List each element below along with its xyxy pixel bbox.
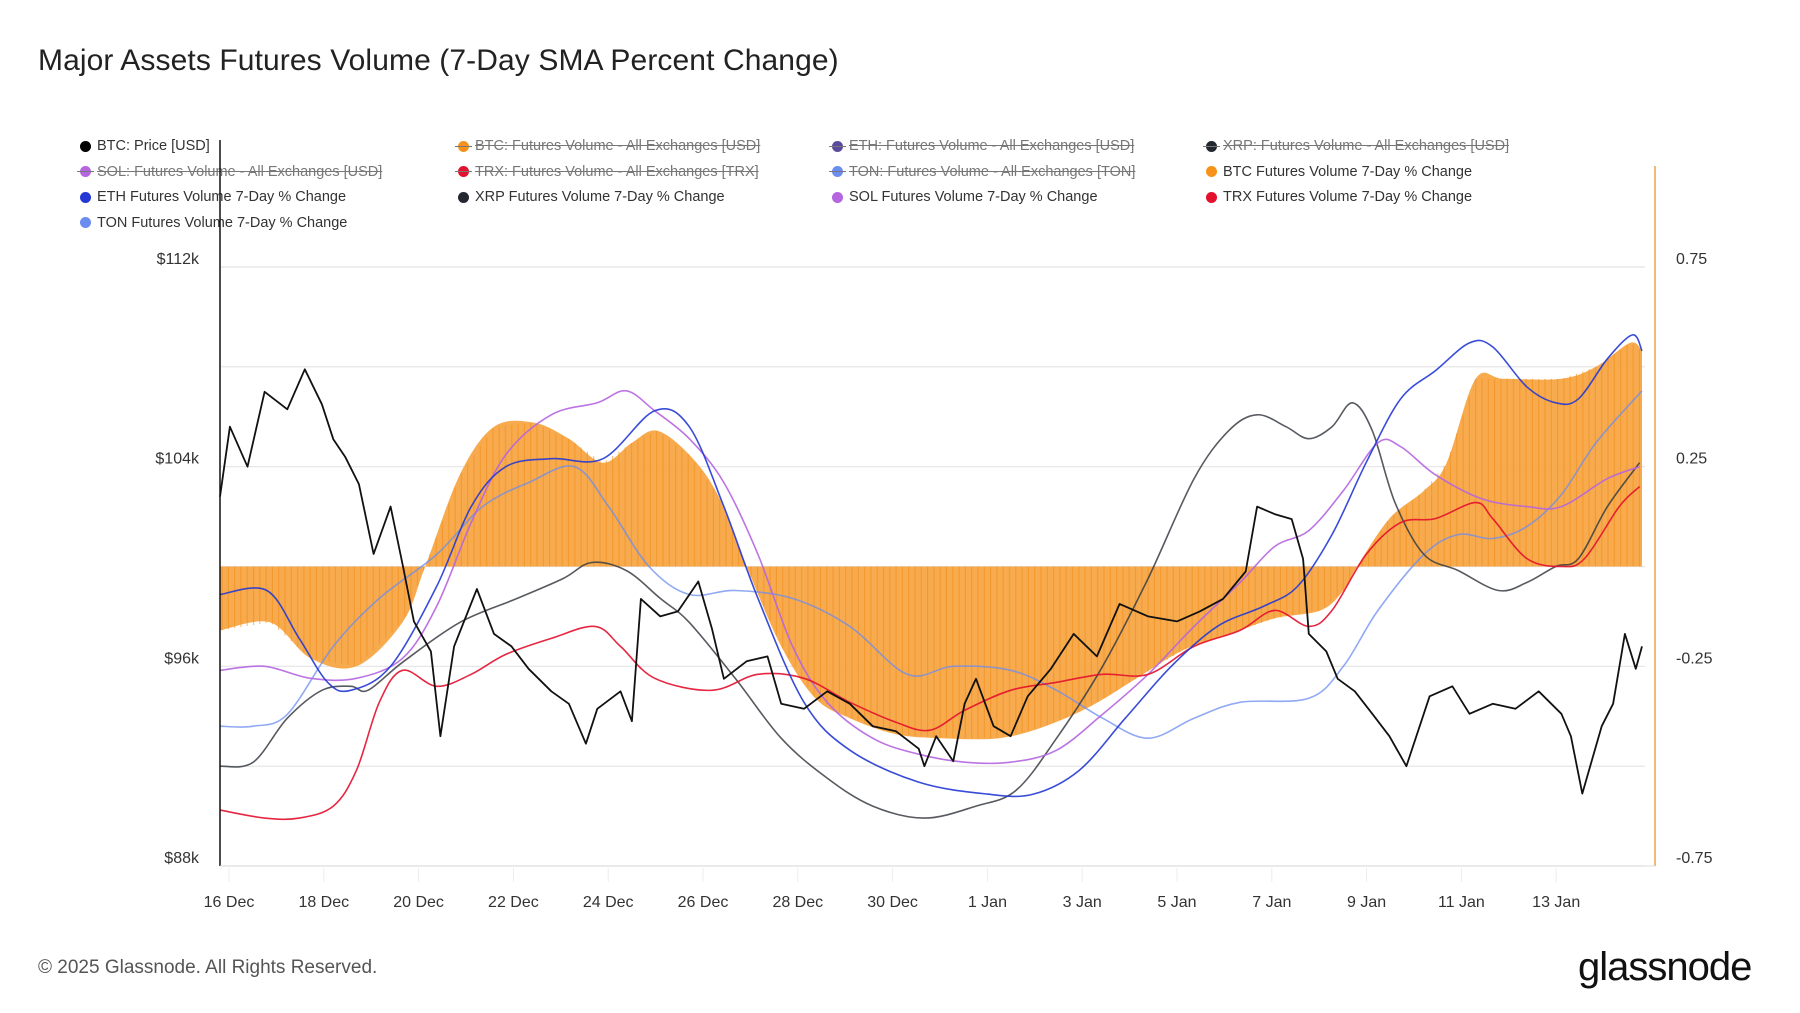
x-tick-label: 16 Dec (204, 894, 255, 911)
series-line-eth-futures-volume-7-day-change (219, 334, 1643, 798)
legend-dot-icon (829, 140, 846, 152)
legend-label: SOL: Futures Volume - All Exchanges [USD… (97, 163, 383, 180)
legend-dot-icon (455, 166, 472, 177)
series-line-trx-futures-volume-7-day-change (219, 486, 1641, 821)
x-tick-label: 1 Jan (968, 894, 1007, 911)
legend-label: ETH: Futures Volume - All Exchanges [USD… (849, 138, 1135, 154)
legend-dot-icon (832, 191, 843, 203)
y-right-tick-label: 0.25 (1676, 451, 1707, 468)
series-layer (219, 334, 1643, 821)
y-right-tick-label: 0.75 (1676, 251, 1707, 268)
glassnode-logo[interactable]: glassnode (1578, 945, 1752, 989)
x-tick-label: 13 Jan (1532, 894, 1580, 911)
legend-label: BTC: Price [USD] (97, 138, 210, 154)
legend-item[interactable]: ETH: Futures Volume - All Exchanges [USD… (829, 138, 1135, 154)
y-left-tick-label: $112k (157, 251, 200, 268)
x-tick-label: 20 Dec (393, 894, 444, 911)
legend-item[interactable]: XRP: Futures Volume - All Exchanges [USD… (1203, 138, 1510, 154)
legend-label: ETH Futures Volume 7-Day % Change (97, 189, 347, 205)
legend-label: TON Futures Volume 7-Day % Change (97, 214, 348, 231)
x-tick-label: 18 Dec (298, 894, 349, 911)
legend-item[interactable]: SOL Futures Volume 7-Day % Change (832, 189, 1098, 205)
legend-item[interactable]: TRX: Futures Volume - All Exchanges [TRX… (455, 163, 759, 180)
legend-item[interactable]: SOL: Futures Volume - All Exchanges [USD… (77, 163, 383, 180)
y-right-tick-label: -0.75 (1676, 850, 1713, 867)
legend-dot-icon (1206, 166, 1217, 177)
legend-dot-icon (455, 140, 472, 152)
legend-dot-icon (1203, 140, 1220, 152)
legend-dot-icon (80, 217, 91, 228)
x-tick-label: 9 Jan (1347, 894, 1386, 911)
x-tick-label: 7 Jan (1252, 894, 1291, 911)
x-tick-label: 28 Dec (772, 894, 823, 911)
y-left-tick-label: $96k (164, 650, 200, 667)
series-line-sol-futures-volume-7-day-change (219, 389, 1640, 765)
legend-item[interactable]: XRP Futures Volume 7-Day % Change (458, 189, 725, 205)
legend-label: TON: Futures Volume - All Exchanges [TON… (849, 163, 1136, 180)
legend-dot-icon (77, 166, 94, 177)
legend-label: SOL Futures Volume 7-Day % Change (849, 189, 1098, 205)
legend-item[interactable]: TRX Futures Volume 7-Day % Change (1206, 189, 1472, 205)
x-tick-label: 26 Dec (678, 894, 729, 911)
legend-item[interactable]: ETH Futures Volume 7-Day % Change (80, 189, 346, 205)
legend-item[interactable]: TON: Futures Volume - All Exchanges [TON… (829, 163, 1136, 180)
legend-label: XRP Futures Volume 7-Day % Change (475, 189, 725, 205)
x-tick-label: 30 Dec (867, 894, 918, 911)
legend-label: XRP: Futures Volume - All Exchanges [USD… (1223, 138, 1510, 154)
legend-dot-icon (458, 191, 469, 203)
x-tick-label: 22 Dec (488, 894, 539, 911)
legend-item[interactable]: BTC: Price [USD] (80, 138, 210, 154)
series-line-ton-futures-volume-7-day-change (219, 390, 1643, 740)
legend-label: TRX Futures Volume 7-Day % Change (1223, 189, 1473, 205)
series-line-xrp-futures-volume-7-day-change (219, 402, 1641, 819)
x-tick-label: 3 Jan (1063, 894, 1102, 911)
x-tick-label: 11 Jan (1438, 894, 1485, 911)
legend-label: BTC Futures Volume 7-Day % Change (1223, 163, 1473, 180)
x-tick-label: 24 Dec (583, 894, 634, 911)
x-tick-label: 5 Jan (1157, 894, 1196, 911)
legend-label: BTC: Futures Volume - All Exchanges [USD… (475, 138, 761, 154)
legend-dot-icon (1206, 191, 1217, 203)
axes: 16 Dec 18 Dec 20 Dec 22 Dec 24 Dec 26 Dec 28 D… (155, 140, 1713, 911)
legend-dot-icon (829, 166, 846, 177)
legend-dot-icon (80, 140, 91, 152)
legend-item[interactable]: TON Futures Volume 7-Day % Change (80, 215, 347, 231)
legend-item[interactable]: BTC Futures Volume 7-Day % Change (1206, 164, 1472, 180)
copyright: © 2025 Glassnode. All Rights Reserved. (38, 957, 378, 978)
y-right-tick-label: -0.25 (1676, 650, 1713, 667)
y-left-tick-label: $88k (164, 850, 200, 867)
legend-label: TRX: Futures Volume - All Exchanges [TRX… (475, 163, 759, 180)
chart-title: Major Assets Futures Volume (7-Day SMA P… (38, 44, 839, 77)
y-left-tick-label: $104k (155, 451, 200, 468)
series-area-btc-futures-volume-7-day-change (220, 342, 1642, 740)
legend-item[interactable]: BTC: Futures Volume - All Exchanges [USD… (455, 138, 761, 154)
series-line-btc-price-usd (219, 368, 1643, 795)
legend-dot-icon (80, 191, 91, 203)
